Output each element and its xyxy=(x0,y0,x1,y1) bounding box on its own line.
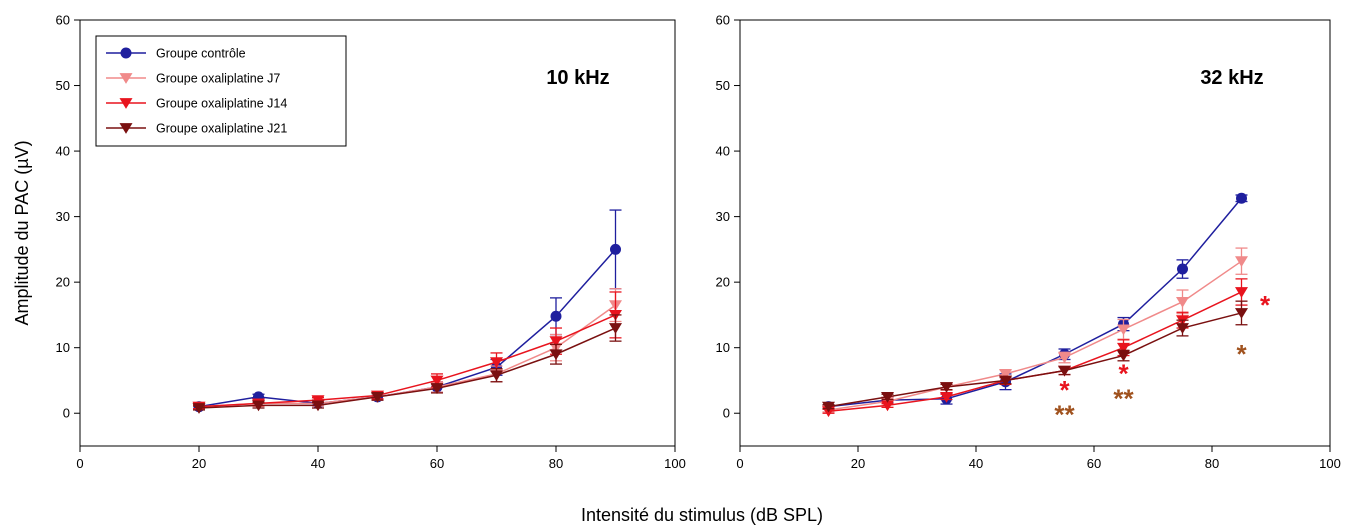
data-point xyxy=(490,357,503,368)
y-tick-label: 0 xyxy=(723,406,730,421)
series-line xyxy=(198,327,616,409)
data-point xyxy=(822,401,835,413)
significance-marker: * xyxy=(1118,359,1129,389)
x-axis-title: Intensité du stimulus (dB SPL) xyxy=(581,505,823,525)
data-point xyxy=(550,310,562,322)
panel-1: 0 20 40 60 80 100 0 10 20 30 40 50 60 10 kHz xyxy=(56,13,686,472)
series-4 xyxy=(822,300,1248,413)
series-line xyxy=(828,260,1242,411)
y-tick-label: 20 xyxy=(716,275,730,290)
data-point xyxy=(940,391,953,403)
data-point xyxy=(940,382,953,393)
x-tick-label: 20 xyxy=(851,456,865,471)
legend-entry: Groupe contrôle xyxy=(106,47,246,61)
plot-frame xyxy=(79,19,676,447)
panel-label: 32 kHz xyxy=(1200,67,1263,89)
x-tick-label: 80 xyxy=(1205,456,1219,471)
y-tick-label: 40 xyxy=(716,144,730,159)
x-tick-label: 100 xyxy=(664,456,686,471)
y-axis-title: Amplitude du PAC (µV) xyxy=(12,140,32,325)
y-tick-label: 60 xyxy=(716,13,730,28)
data-point xyxy=(1235,287,1248,298)
data-point xyxy=(192,403,206,414)
legend-entry: Groupe oxaliplatine J21 xyxy=(106,122,287,136)
y-tick-label: 30 xyxy=(716,209,730,224)
significance-marker: * xyxy=(1059,375,1070,405)
legend-entry: Groupe oxaliplatine J14 xyxy=(106,97,287,111)
legend-entry: Groupe oxaliplatine J7 xyxy=(106,72,280,86)
y-tick-label: 50 xyxy=(56,78,70,93)
data-point xyxy=(1117,324,1130,336)
x-tick-label: 0 xyxy=(76,456,83,471)
data-point xyxy=(549,336,563,347)
legend-label: Groupe oxaliplatine J7 xyxy=(156,72,280,86)
data-point xyxy=(1176,323,1189,334)
y-tick-label: 20 xyxy=(56,275,70,290)
x-tick-label: 60 xyxy=(1087,456,1101,471)
data-point xyxy=(252,400,265,412)
y-tick-label: 0 xyxy=(63,406,70,421)
y-tick-label: 50 xyxy=(716,78,730,93)
legend: Groupe contrôle Groupe oxaliplatine J7 Gro… xyxy=(95,35,347,147)
y-tick-label: 10 xyxy=(716,340,730,355)
data-point xyxy=(1176,296,1189,308)
x-tick-label: 20 xyxy=(192,456,206,471)
data-point xyxy=(881,391,894,403)
significance-marker: * xyxy=(1260,290,1271,320)
data-point xyxy=(549,349,563,361)
y-tick-label: 60 xyxy=(56,13,70,28)
x-tick-label: 0 xyxy=(736,456,743,471)
data-point xyxy=(1058,365,1071,377)
data-point xyxy=(609,323,622,334)
y-tick-label: 30 xyxy=(56,209,70,224)
data-point xyxy=(1236,192,1247,204)
plot-frame xyxy=(739,19,1331,447)
data-point xyxy=(1117,342,1130,354)
y-tick-label: 40 xyxy=(56,144,70,159)
x-tick-label: 60 xyxy=(430,456,444,471)
data-point xyxy=(1235,256,1248,268)
series-4 xyxy=(192,314,622,414)
significance-marker: ** xyxy=(1113,384,1134,414)
y-tick-label: 10 xyxy=(56,340,70,355)
data-point xyxy=(1117,350,1130,362)
data-point xyxy=(881,400,894,412)
data-point xyxy=(430,375,444,387)
x-tick-label: 100 xyxy=(1319,456,1341,471)
data-point xyxy=(999,375,1012,387)
x-tick-label: 80 xyxy=(549,456,563,471)
data-point xyxy=(610,243,621,255)
legend-label: Groupe oxaliplatine J21 xyxy=(156,122,287,136)
data-point xyxy=(430,383,444,395)
panel-label: 10 kHz xyxy=(546,67,609,89)
data-point xyxy=(371,391,384,403)
x-tick-label: 40 xyxy=(969,456,983,471)
data-point xyxy=(999,369,1012,380)
x-tick-label: 40 xyxy=(311,456,325,471)
data-point xyxy=(311,400,325,412)
legend-marker xyxy=(119,98,133,109)
series-1 xyxy=(193,209,622,413)
data-point xyxy=(1177,263,1188,275)
legend-marker xyxy=(120,47,132,59)
data-point xyxy=(1058,352,1071,364)
series-line xyxy=(828,197,1243,408)
legend-marker xyxy=(119,73,133,84)
significance-marker: ** xyxy=(1054,399,1075,429)
legend-marker xyxy=(119,123,133,134)
data-point xyxy=(1235,308,1248,319)
significance-marker: * xyxy=(1236,339,1247,369)
data-point xyxy=(490,370,503,382)
legend-label: Groupe oxaliplatine J14 xyxy=(156,97,287,111)
series-line xyxy=(198,314,616,408)
legend-label: Groupe contrôle xyxy=(156,47,246,61)
series-line xyxy=(828,312,1242,408)
